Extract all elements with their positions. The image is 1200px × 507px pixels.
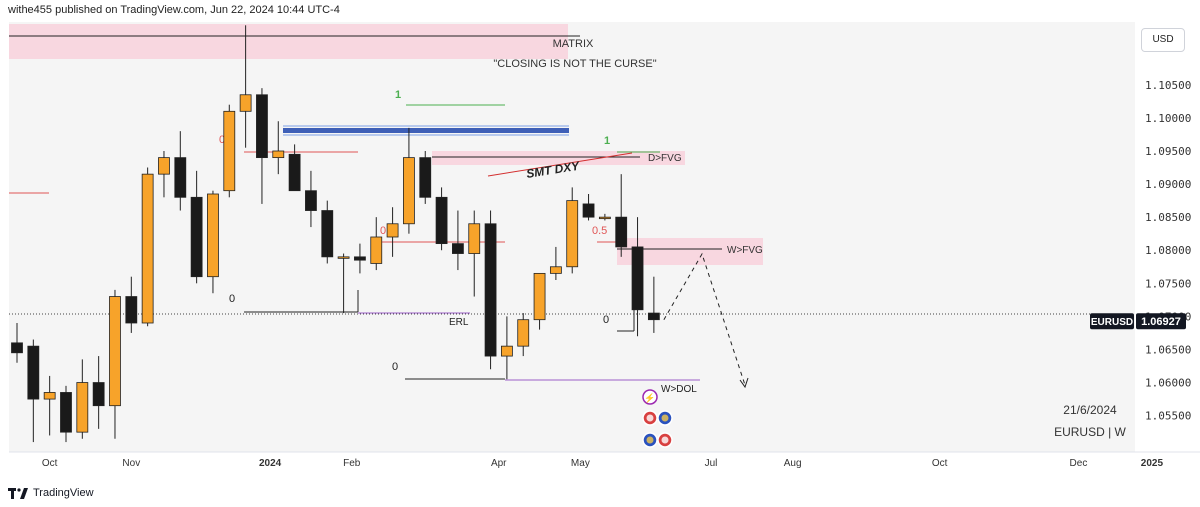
bullish-candle <box>403 157 415 225</box>
bullish-candle <box>76 382 89 433</box>
w-fvg-label: W>FVG <box>727 245 763 256</box>
time-tick-label: Dec <box>1070 458 1088 469</box>
bearish-candle <box>305 190 317 211</box>
price-tick-label: 1.08500 <box>1145 211 1191 224</box>
price-tick-label: 1.08000 <box>1145 244 1191 257</box>
bearish-candle <box>92 382 105 407</box>
bullish-candle <box>141 173 154 324</box>
bearish-candle <box>60 392 72 433</box>
time-tick-label: Jul <box>705 458 718 469</box>
bearish-candle <box>288 153 301 192</box>
currency-selector[interactable]: USD <box>1141 28 1185 52</box>
bearish-candle <box>27 345 40 400</box>
bullish-candle <box>386 223 399 238</box>
price-tick-label: 1.07500 <box>1145 277 1191 290</box>
time-tick-label: Feb <box>343 458 361 469</box>
symbol-tag <box>1090 313 1134 330</box>
w-dol-label: W>DOL <box>661 384 697 395</box>
bearish-candle <box>615 216 628 248</box>
last-price-tag <box>1136 313 1186 330</box>
bearish-candle <box>354 256 366 261</box>
zero-label-3: 0 <box>603 314 609 326</box>
blue-level-band <box>283 128 569 133</box>
symbol-interval-label: EURUSD | W <box>1054 425 1126 439</box>
tradingview-logo-icon <box>8 487 28 499</box>
premium-zone <box>9 24 568 59</box>
time-tick-label: Oct <box>42 458 58 469</box>
level-one-label-2: 1 <box>604 135 610 147</box>
bearish-candle <box>435 196 448 245</box>
time-axis-area <box>9 452 1135 472</box>
price-tick-label: 1.09500 <box>1145 145 1191 158</box>
bullish-candle <box>566 200 579 268</box>
d-fvg-label: D>FVG <box>648 153 682 164</box>
bearish-candle <box>582 203 595 218</box>
time-tick-label: 2024 <box>259 458 282 469</box>
bullish-candle <box>207 193 219 278</box>
price-tick-label: 1.06500 <box>1145 343 1191 356</box>
chart-date-label: 21/6/2024 <box>1063 403 1117 417</box>
symbol-tag-label: EURUSD <box>1091 317 1133 328</box>
bearish-candle <box>631 246 644 311</box>
flag-inner-icon <box>646 414 654 422</box>
publish-info: withe455 published on TradingView.com, J… <box>8 4 340 16</box>
projection-path <box>663 252 746 386</box>
time-tick-label: Oct <box>932 458 948 469</box>
lightning-icon <box>642 389 658 405</box>
bearish-candle <box>484 223 497 357</box>
bullish-candle <box>468 223 481 254</box>
chart-title: MATRIX <box>553 38 594 50</box>
footer-brand: TradingView <box>33 487 94 499</box>
bearish-candle <box>419 157 432 198</box>
smt-divergence-line <box>487 152 633 177</box>
price-tick-label: 1.05500 <box>1145 410 1191 423</box>
bearish-candle <box>174 157 187 198</box>
bullish-candle <box>223 110 236 192</box>
flag-inner-icon <box>646 436 654 444</box>
price-axis-area <box>1136 22 1200 472</box>
price-tick-label: 1.10500 <box>1145 79 1191 92</box>
fib-half-label-3: 0.5 <box>592 225 607 237</box>
bullish-candle <box>43 392 56 400</box>
bearish-candle <box>125 296 138 324</box>
time-tick-label: Nov <box>122 458 140 469</box>
erl-label: ERL <box>449 317 469 328</box>
price-tick-label: 1.09000 <box>1145 178 1191 191</box>
bearish-candle <box>452 243 464 254</box>
bullish-candle <box>598 216 611 220</box>
bearish-candle <box>647 312 660 321</box>
time-tick-label: May <box>571 458 590 469</box>
bearish-candle <box>190 196 203 278</box>
last-price-label: 1.06927 <box>1141 316 1181 328</box>
time-tick-label: 2025 <box>1141 458 1164 469</box>
lightning-glyph: ⚡ <box>644 392 655 404</box>
bullish-candle <box>239 94 252 112</box>
bullish-candle <box>500 345 513 357</box>
zero-label-1: 0 <box>229 293 235 305</box>
bullish-candle <box>158 157 170 175</box>
bullish-candle <box>337 256 350 259</box>
flag-inner-icon <box>661 436 669 444</box>
projection-arrowhead <box>739 377 749 389</box>
bullish-candle <box>517 319 530 347</box>
bullish-candle <box>533 272 546 321</box>
bearish-candle <box>11 342 23 354</box>
tradingview-footer: TradingView <box>8 487 94 499</box>
bearish-candle <box>321 210 334 258</box>
level-one-label-1: 1 <box>395 89 401 101</box>
bullish-candle <box>272 150 285 159</box>
bullish-candle <box>549 266 562 274</box>
flag-inner-icon <box>661 414 669 422</box>
time-tick-label: Aug <box>784 458 802 469</box>
zero-label-2: 0 <box>392 361 398 373</box>
time-tick-label: Apr <box>491 458 507 469</box>
bearish-candle <box>256 94 268 159</box>
chart-subtitle: "CLOSING IS NOT THE CURSE" <box>493 58 656 70</box>
bullish-candle <box>370 236 383 264</box>
price-tick-label: 1.06000 <box>1145 377 1191 390</box>
price-tick-label: 1.10000 <box>1145 112 1191 125</box>
bullish-candle <box>109 296 121 407</box>
